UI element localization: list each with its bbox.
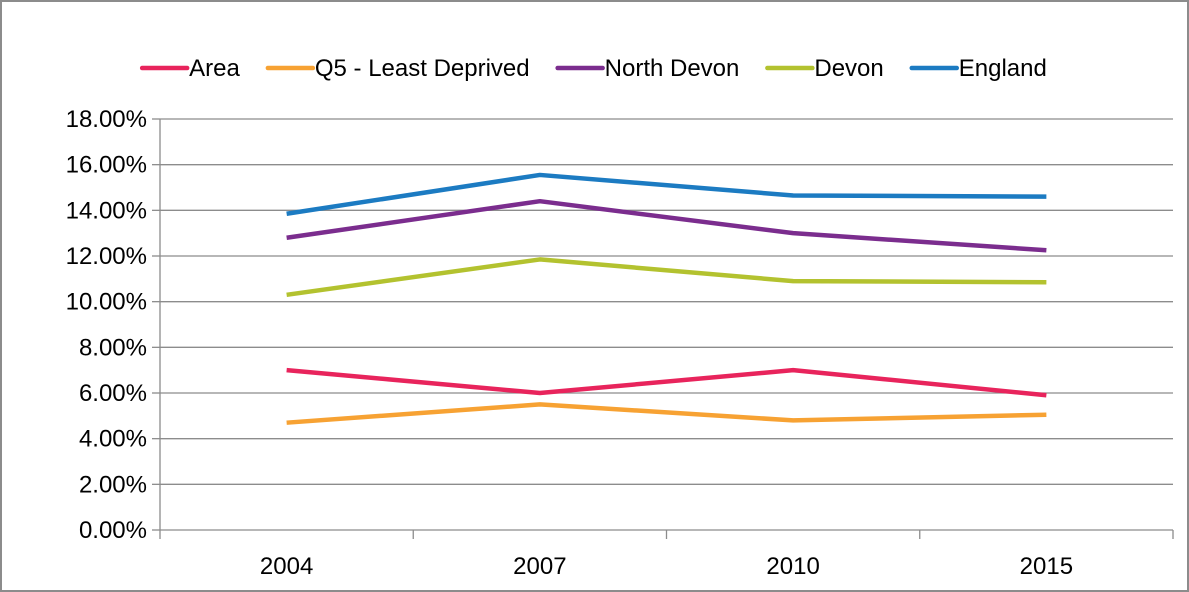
legend-label: Q5 - Least Deprived: [315, 55, 530, 82]
y-tick-label: 10.00%: [66, 289, 147, 316]
y-tick-label: 2.00%: [79, 471, 147, 498]
x-axis-tick-labels: 2004 2007 2010 2015: [260, 553, 1073, 580]
legend: Area Q5 - Least Deprived North Devon Devon E…: [139, 55, 1047, 82]
y-tick-label: 8.00%: [79, 334, 147, 361]
series-line-q5-least-deprived: [286, 402, 1047, 425]
legend-item: North Devon: [555, 55, 740, 82]
x-tick-label: 2004: [260, 553, 313, 580]
y-tick-label: 6.00%: [79, 380, 147, 407]
series-line-north-devon: [286, 198, 1047, 253]
y-tick-label: 12.00%: [66, 243, 147, 270]
series-line-devon: [286, 257, 1047, 298]
legend-item: England: [909, 55, 1047, 82]
legend-label: England: [959, 55, 1047, 82]
series-lines: [286, 172, 1047, 425]
legend-item: Area: [139, 55, 241, 82]
y-tick-label: 16.00%: [66, 152, 147, 179]
legend-item: Devon: [765, 55, 884, 82]
series-line-area: [286, 367, 1047, 398]
y-tick-label: 18.00%: [66, 106, 147, 133]
axes: [152, 118, 1174, 539]
legend-label: Area: [189, 55, 240, 82]
y-tick-label: 0.00%: [79, 517, 147, 544]
x-tick-label: 2010: [766, 553, 819, 580]
x-tick-label: 2015: [1020, 553, 1073, 580]
y-tick-label: 4.00%: [79, 426, 147, 453]
legend-label: North Devon: [605, 55, 740, 82]
series-line-england: [286, 172, 1047, 216]
legend-item: Q5 - Least Deprived: [265, 55, 530, 82]
y-tick-label: 14.00%: [66, 197, 147, 224]
y-axis-tick-labels: 0.00% 2.00% 4.00% 6.00% 8.00% 10.00% 12.00% 14.…: [66, 106, 147, 544]
legend-label: Devon: [814, 55, 883, 82]
x-tick-label: 2007: [513, 553, 566, 580]
